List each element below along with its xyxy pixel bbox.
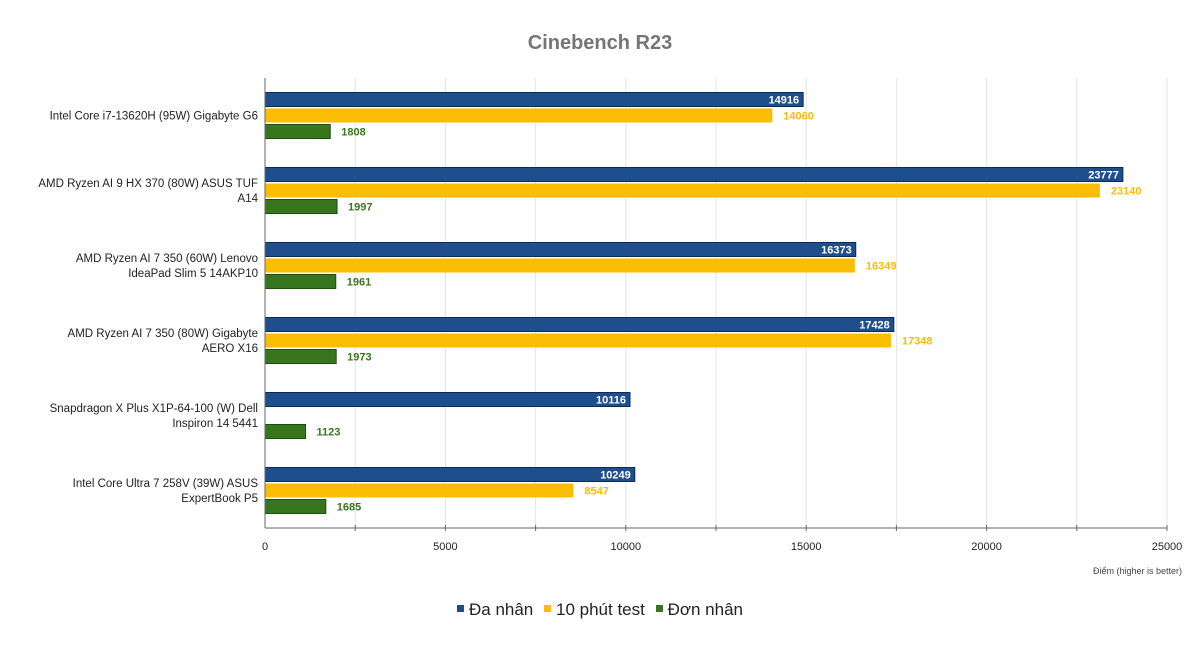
category-label: Intel Core Ultra 7 258V (39W) ASUS	[73, 478, 259, 490]
legend-item-don-nhan: Đơn nhân	[655, 600, 743, 620]
bar	[264, 274, 337, 289]
bar	[265, 333, 891, 348]
data-label: 1997	[348, 202, 372, 214]
category-label: ExpertBook P5	[181, 493, 258, 505]
legend: Đa nhân 10 phút test Đơn nhân	[0, 600, 1200, 620]
bar	[265, 108, 773, 123]
bar	[264, 467, 636, 482]
data-label: 1973	[347, 352, 371, 364]
legend-swatch	[544, 605, 551, 613]
legend-swatch	[655, 605, 663, 613]
bar	[264, 392, 631, 407]
legend-item-10-phut-test: 10 phút test	[544, 600, 645, 620]
x-tick-label: 25000	[1152, 541, 1183, 553]
bar	[265, 183, 1100, 198]
data-label: 10116	[596, 395, 626, 407]
legend-item-da-nhan: Đa nhân	[456, 600, 534, 620]
legend-label: 10 phút test	[556, 600, 645, 619]
category-label: AMD Ryzen AI 9 HX 370 (80W) ASUS TUF	[38, 178, 258, 190]
category-label: AMD Ryzen AI 7 350 (60W) Lenovo	[76, 253, 258, 265]
data-label: 23140	[1111, 186, 1142, 198]
data-label: 1808	[341, 127, 365, 139]
category-label: IdeaPad Slim 5 14AKP10	[128, 268, 258, 280]
x-tick-label: 5000	[433, 541, 457, 553]
data-label: 1961	[347, 277, 371, 289]
bar	[264, 349, 337, 364]
bar	[264, 167, 1124, 182]
category-label: Intel Core i7-13620H (95W) Gigabyte G6	[50, 111, 258, 123]
data-label: 16349	[866, 261, 897, 273]
data-label: 1685	[337, 502, 361, 514]
category-label: Inspiron 14 5441	[172, 418, 258, 430]
data-label: 16373	[821, 245, 852, 257]
bar	[264, 199, 338, 214]
bar	[264, 92, 804, 107]
data-label: 8547	[584, 486, 608, 498]
category-label: Snapdragon X Plus X1P-64-100 (W) Dell	[50, 403, 258, 415]
chart-title: Cinebench R23	[527, 32, 673, 54]
bar	[265, 258, 855, 273]
category-label: AMD Ryzen AI 7 350 (80W) Gigabyte	[68, 328, 258, 340]
data-label: 14916	[769, 95, 800, 107]
x-tick-label: 15000	[791, 541, 822, 553]
data-label: 14060	[783, 111, 814, 123]
data-label: 10249	[600, 470, 631, 482]
bar	[264, 317, 895, 332]
x-tick-label: 20000	[971, 541, 1002, 553]
category-label: AERO X16	[202, 343, 258, 355]
bar	[264, 424, 307, 439]
legend-label: Đơn nhân	[667, 600, 743, 619]
category-label: A14	[238, 193, 259, 205]
data-label: 1123	[317, 427, 341, 439]
bar	[264, 499, 327, 514]
x-tick-label: 10000	[611, 541, 642, 553]
bar	[264, 124, 331, 139]
bar	[264, 242, 857, 257]
x-tick-label: 0	[262, 541, 268, 553]
legend-swatch	[456, 605, 464, 613]
bar	[265, 483, 574, 498]
x-axis-label: Điểm (higher is better)	[1092, 566, 1182, 576]
data-label: 23777	[1088, 170, 1119, 182]
data-label: 17348	[902, 336, 933, 348]
legend-label: Đa nhân	[468, 600, 534, 619]
data-label: 17428	[859, 320, 890, 332]
